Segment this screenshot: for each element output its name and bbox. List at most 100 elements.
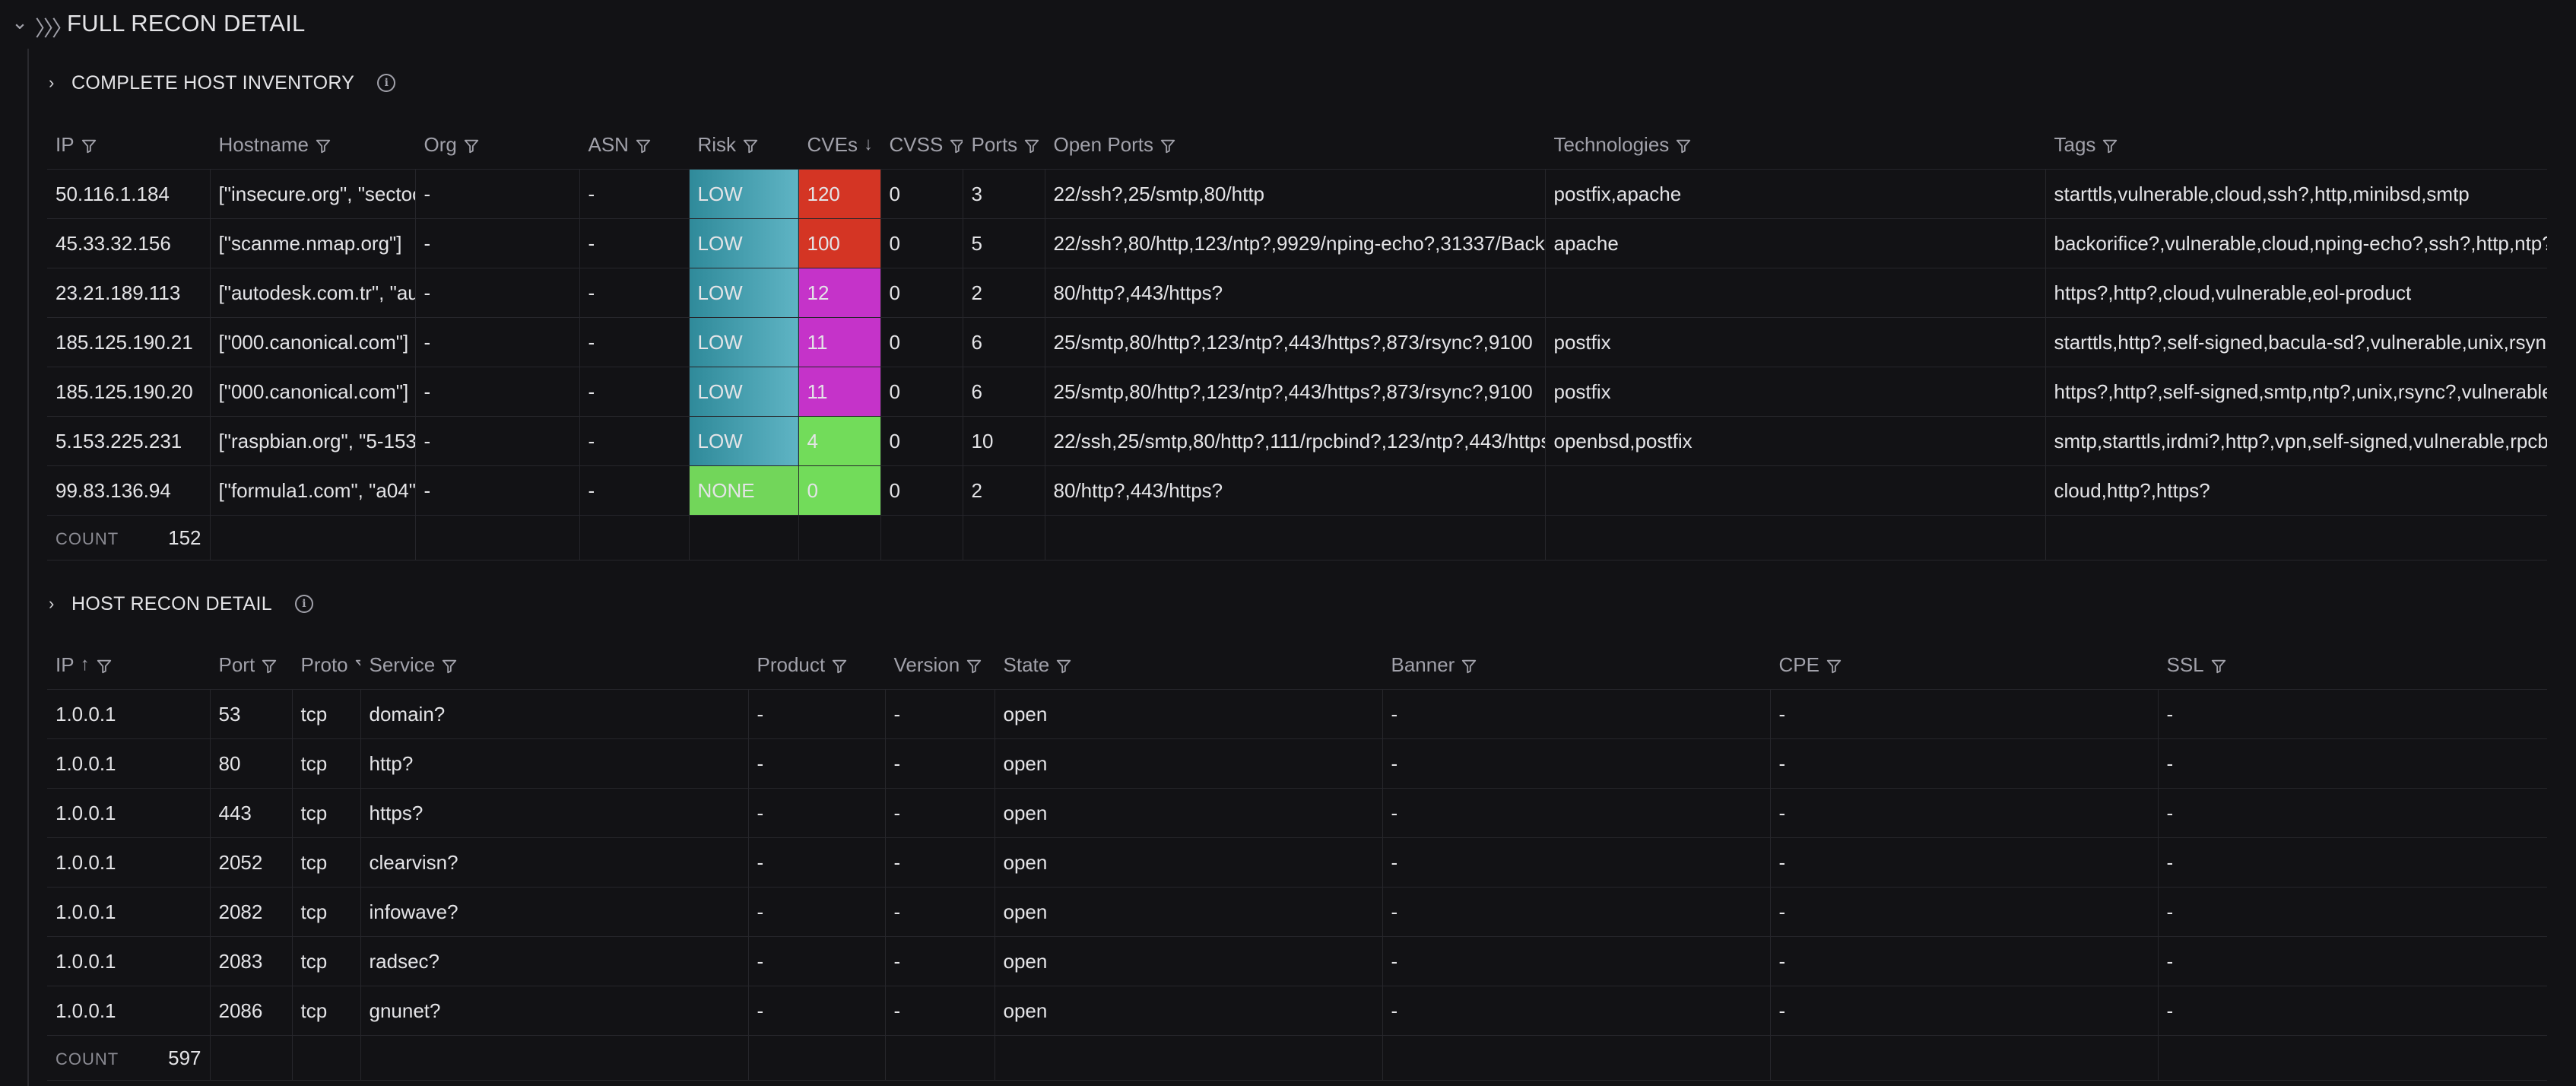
cell-product: - (748, 986, 886, 1036)
filter-icon[interactable] (261, 656, 278, 674)
cell-open-ports: 22/ssh?,25/smtp,80/http (1045, 169, 1546, 219)
cell-ip: 1.0.0.1 (47, 936, 211, 986)
column-header-risk[interactable]: Risk (689, 120, 798, 170)
cell-ip: 185.125.190.21 (47, 317, 211, 367)
column-header-state[interactable]: State (995, 640, 1382, 690)
filter-icon[interactable] (1023, 136, 1040, 154)
info-icon[interactable]: i (377, 74, 396, 92)
chevron-down-icon[interactable]: ⌄ (11, 11, 28, 33)
table-row[interactable]: 23.21.189.113 ["autodesk.com.tr", "autod… (47, 268, 2547, 318)
cell-org: - (415, 465, 580, 516)
risk-badge: NONE (689, 465, 799, 516)
chevron-right-icon[interactable]: › (49, 73, 55, 92)
filter-icon[interactable] (315, 136, 332, 154)
cell-port: 2052 (210, 837, 293, 888)
table-row[interactable]: 1.0.0.1 2083 tcp radsec? - - open - - - (47, 936, 2547, 986)
filter-icon[interactable] (831, 656, 848, 674)
info-icon[interactable]: i (294, 595, 313, 613)
filter-icon[interactable] (1826, 656, 1842, 674)
table-row[interactable]: 185.125.190.20 ["000.canonical.com"] - -… (47, 367, 2547, 417)
filter-icon[interactable] (1160, 136, 1176, 154)
cell-cpe: - (1770, 788, 2159, 838)
count-value: 152 (168, 526, 201, 549)
filter-icon[interactable] (81, 136, 97, 154)
chevron-right-icon[interactable]: › (49, 594, 55, 613)
cell-version: - (885, 738, 995, 789)
column-header-cvss[interactable]: CVSS (880, 120, 963, 170)
cell-ip: 1.0.0.1 (47, 738, 211, 789)
table-row[interactable]: 1.0.0.1 80 tcp http? - - open - - - (47, 738, 2547, 789)
column-header-version[interactable]: Version (885, 640, 995, 690)
filter-icon[interactable] (949, 136, 962, 154)
column-header-service[interactable]: Service (360, 640, 748, 690)
cell-ssl: - (2158, 936, 2547, 986)
cell-asn: - (579, 317, 690, 367)
column-header-hostname[interactable]: Hostname (210, 120, 415, 170)
filter-icon[interactable] (96, 656, 113, 674)
filter-icon[interactable] (441, 656, 458, 674)
column-header-cves[interactable]: CVEs ↓ (798, 120, 880, 170)
filter-icon[interactable] (463, 136, 480, 154)
cell-asn: - (579, 416, 690, 466)
cell-service: domain? (360, 689, 749, 739)
column-header-banner[interactable]: Banner (1382, 640, 1770, 690)
cell-cves: 4 (798, 416, 881, 466)
table-row[interactable]: 1.0.0.1 443 tcp https? - - open - - - (47, 788, 2547, 838)
filter-icon[interactable] (2210, 656, 2227, 674)
column-header-proto[interactable]: Proto (292, 640, 360, 690)
column-header-ip[interactable]: IP ↑ (47, 640, 210, 690)
table-row[interactable]: 1.0.0.1 2082 tcp infowave? - - open - - - (47, 887, 2547, 937)
cell-ssl: - (2158, 887, 2547, 937)
filter-icon[interactable] (2102, 136, 2118, 154)
filter-icon[interactable] (1461, 656, 1477, 674)
table-row[interactable]: 185.125.190.21 ["000.canonical.com"] - -… (47, 317, 2547, 367)
table-row[interactable]: 1.0.0.1 53 tcp domain? - - open - - - (47, 689, 2547, 739)
count-label: COUNT (56, 529, 119, 548)
cell-org: - (415, 367, 580, 417)
cell-service: clearvisn? (360, 837, 749, 888)
cell-org: - (415, 169, 580, 219)
cell-ssl: - (2158, 986, 2547, 1036)
filter-icon[interactable] (354, 656, 360, 673)
column-header-ports[interactable]: Ports (963, 120, 1045, 170)
cell-open-ports: 25/smtp,80/http?,123/ntp?,443/https?,873… (1045, 367, 1546, 417)
column-header-technologies[interactable]: Technologies (1545, 120, 2045, 170)
column-header-open-ports[interactable]: Open Ports (1045, 120, 1545, 170)
column-header-asn[interactable]: ASN (579, 120, 689, 170)
cell-version: - (885, 837, 995, 888)
risk-badge: LOW (689, 218, 799, 268)
column-header-org[interactable]: Org (415, 120, 579, 170)
column-header-port[interactable]: Port (210, 640, 292, 690)
cell-proto: tcp (292, 986, 361, 1036)
cell-state: open (995, 936, 1383, 986)
arrow-up-icon[interactable]: ↑ (80, 654, 90, 675)
table-row[interactable]: 99.83.136.94 ["formula1.com", "a04"] - -… (47, 465, 2547, 516)
table-row[interactable]: 50.116.1.184 ["insecure.org", "sectools.… (47, 169, 2547, 219)
page-title: FULL RECON DETAIL (67, 10, 306, 37)
table-row[interactable]: 1.0.0.1 2052 tcp clearvisn? - - open - - - (47, 837, 2547, 888)
cell-technologies: postfix (1545, 317, 2046, 367)
cell-hostname: ["insecure.org", "sectools.org"] (210, 169, 416, 219)
filter-icon[interactable] (742, 136, 759, 154)
filter-icon[interactable] (635, 136, 652, 154)
column-header-ssl[interactable]: SSL (2158, 640, 2547, 690)
column-header-tags[interactable]: Tags (2045, 120, 2547, 170)
column-header-ip[interactable]: IP (47, 120, 210, 170)
cell-state: open (995, 788, 1383, 838)
cell-product: - (748, 738, 886, 789)
section-header-recon[interactable]: › HOST RECON DETAIL i (49, 590, 313, 618)
column-header-product[interactable]: Product (748, 640, 885, 690)
table-row[interactable]: 1.0.0.1 2086 tcp gnunet? - - open - - - (47, 986, 2547, 1036)
column-header-cpe[interactable]: CPE (1770, 640, 2158, 690)
section-title: HOST RECON DETAIL (71, 592, 272, 614)
cell-proto: tcp (292, 887, 361, 937)
filter-icon[interactable] (966, 656, 982, 674)
cell-cvss: 0 (880, 367, 963, 417)
table-row[interactable]: 45.33.32.156 ["scanme.nmap.org"] - - LOW… (47, 218, 2547, 268)
arrow-down-icon[interactable]: ↓ (863, 134, 873, 154)
filter-icon[interactable] (1055, 656, 1072, 674)
section-header-inventory[interactable]: › COMPLETE HOST INVENTORY i (49, 69, 396, 97)
table-row[interactable]: 5.153.225.231 ["raspbian.org", "5-153-22… (47, 416, 2547, 466)
filter-icon[interactable] (1675, 136, 1692, 154)
cell-open-ports: 25/smtp,80/http?,123/ntp?,443/https?,873… (1045, 317, 1546, 367)
